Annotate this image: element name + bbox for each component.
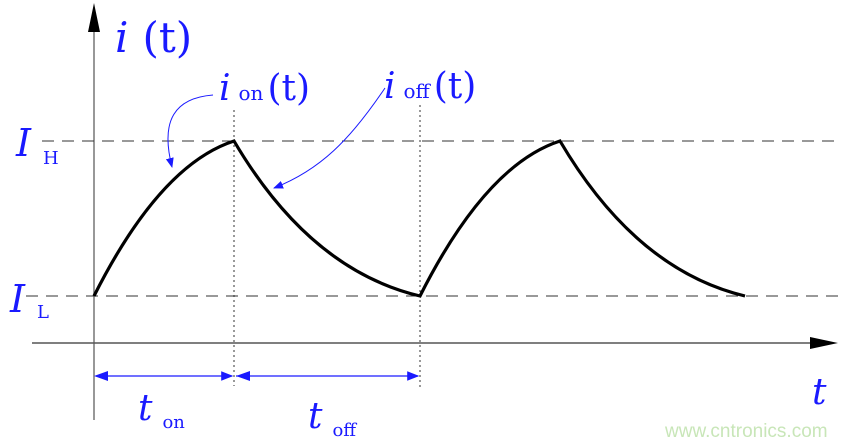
y-axis-label: i (t) [115,13,192,62]
ion-label: i on (t) [219,68,310,109]
ioff-label: i off (t) [384,66,476,107]
watermark: www.cntronics.com [664,421,828,442]
current-waveform [92,139,746,298]
ton-label: t on [138,388,185,433]
ioff-pointer-arrow [273,87,386,189]
toff-label: t off [308,396,357,441]
ton-arrowhead-left [94,371,108,381]
x-axis-arrowhead [810,337,838,349]
y-axis-arrowhead [88,3,100,32]
x-axis-label: t [812,372,827,413]
toff-arrowhead-left [236,371,250,381]
ion-pointer-arrow [165,94,214,168]
